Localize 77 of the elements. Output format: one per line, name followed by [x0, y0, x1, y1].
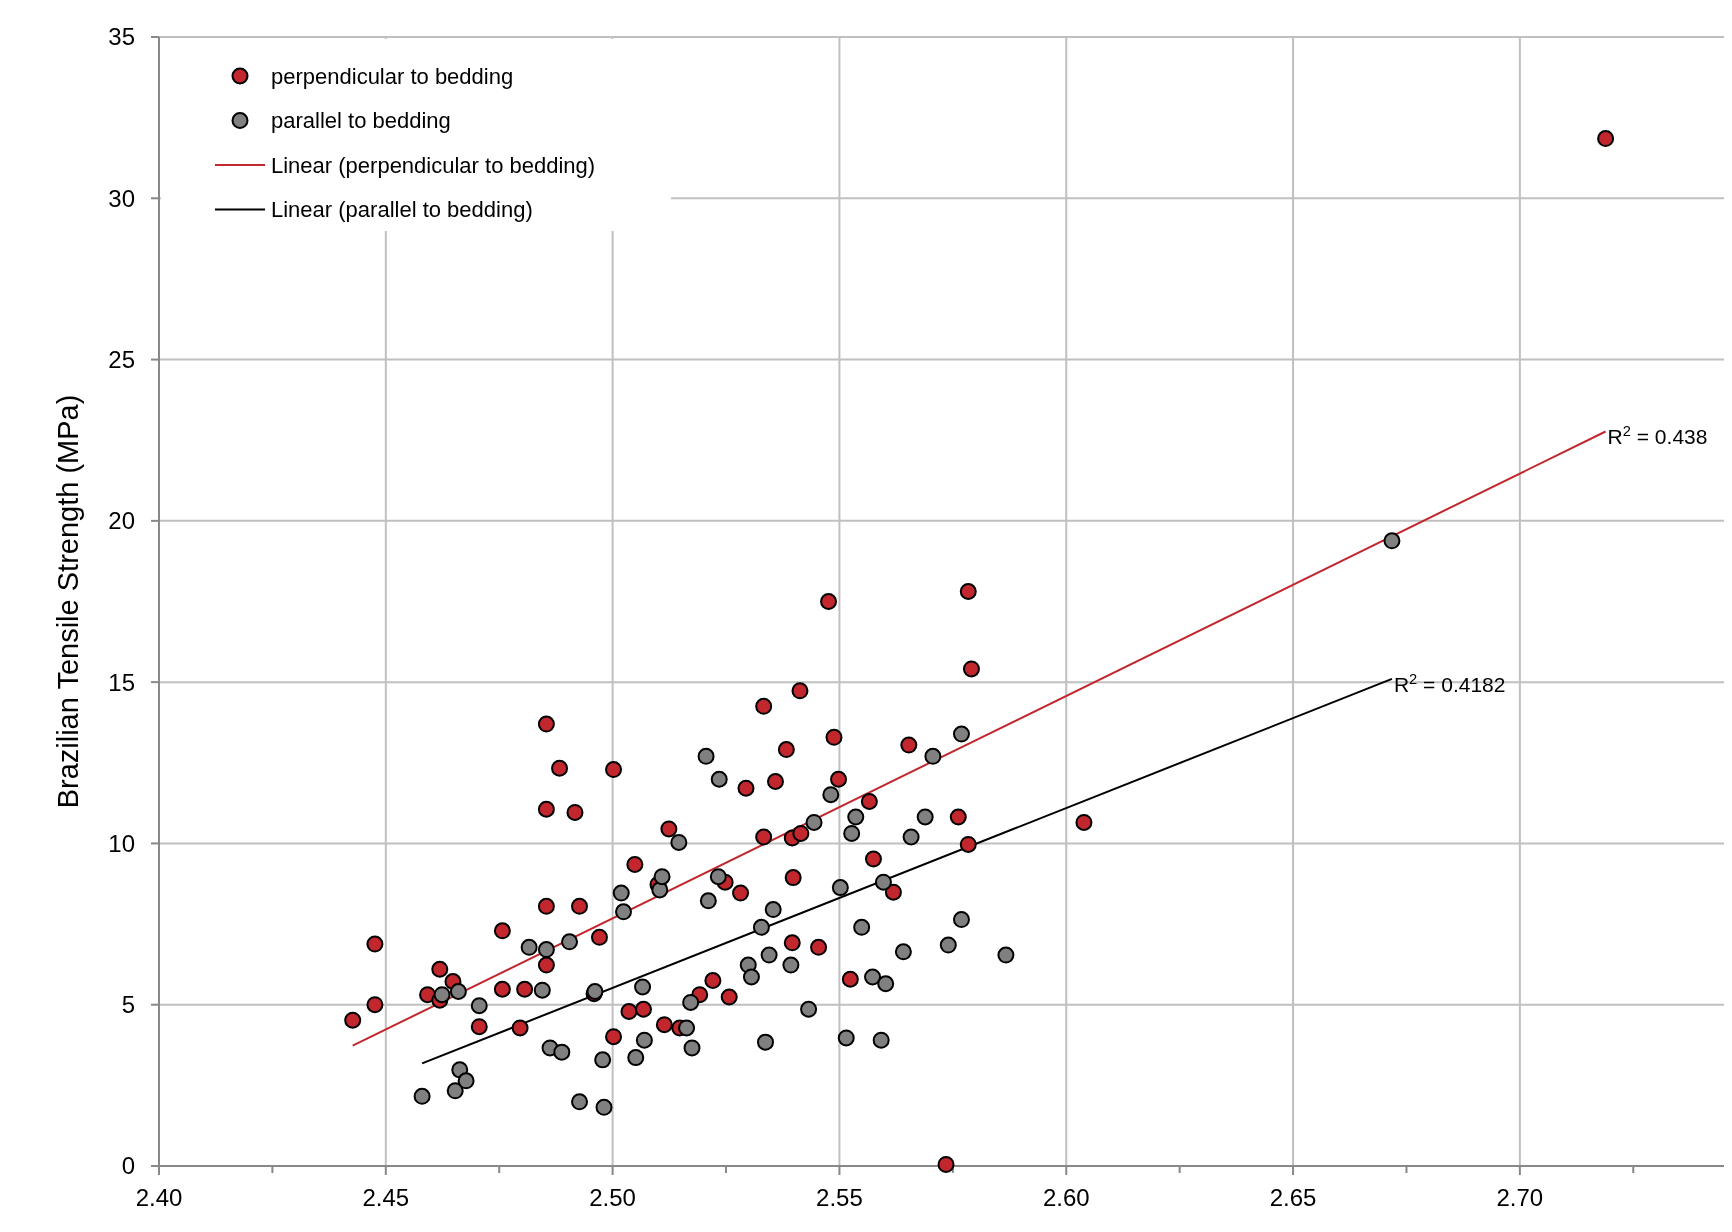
- legend-label: Linear (perpendicular to bedding): [271, 152, 596, 178]
- point: [952, 725, 970, 743]
- point: [805, 813, 823, 831]
- point: [457, 1072, 475, 1090]
- point: [553, 1043, 571, 1061]
- point: [756, 1033, 774, 1051]
- point: [433, 986, 451, 1004]
- point: [561, 933, 579, 951]
- y-tick-label: 0: [121, 1152, 135, 1180]
- point: [894, 943, 912, 961]
- point: [800, 1000, 818, 1018]
- point: [595, 1098, 613, 1116]
- point: [635, 1031, 653, 1049]
- x-tick-label: 2.65: [1269, 1184, 1317, 1211]
- y-tick-label: 20: [108, 507, 135, 535]
- point: [533, 981, 551, 999]
- x-tick-label: 2.60: [1042, 1184, 1090, 1211]
- point: [872, 1031, 890, 1049]
- point: [924, 747, 942, 765]
- point: [902, 828, 920, 846]
- point: [571, 1093, 589, 1111]
- point: [864, 968, 882, 986]
- annotation: R$^{2}$ = 0.4182: [1393, 670, 1506, 696]
- point: [877, 975, 895, 993]
- point: [997, 946, 1015, 964]
- point: [742, 968, 760, 986]
- y-axis-title: Brazilian Tensile Strength (MPa): [52, 394, 84, 809]
- point: [782, 956, 800, 974]
- point: [822, 786, 840, 804]
- point: [449, 982, 467, 1000]
- point: [634, 978, 652, 996]
- point: [537, 941, 555, 959]
- point: [670, 833, 688, 851]
- x-tick-label: 2.40: [135, 1184, 183, 1211]
- point: [916, 808, 934, 826]
- point: [612, 884, 630, 902]
- y-tick-label: 30: [108, 184, 135, 212]
- point: [446, 1082, 464, 1100]
- point: [952, 911, 970, 929]
- point: [709, 868, 727, 886]
- point: [847, 808, 865, 826]
- point: [699, 892, 717, 910]
- y-tick-label: 5: [121, 991, 135, 1019]
- point: [874, 873, 892, 891]
- point: [594, 1051, 612, 1069]
- point: [710, 770, 728, 788]
- point: [615, 903, 633, 921]
- point: [853, 918, 871, 936]
- annotation: R$^{2}$ = 0.438: [1607, 423, 1708, 449]
- point: [831, 879, 849, 897]
- x-tick-label: 2.45: [362, 1184, 410, 1211]
- point: [653, 868, 671, 886]
- legend-label: parallel to bedding: [271, 108, 451, 134]
- x-tick-label: 2.55: [816, 1184, 863, 1211]
- point: [939, 936, 957, 954]
- point: [683, 1039, 701, 1057]
- point: [764, 901, 782, 919]
- point: [627, 1049, 645, 1067]
- legend-label: perpendicular to bedding: [271, 63, 514, 89]
- point: [760, 946, 778, 964]
- point: [682, 993, 700, 1011]
- y-tick-label: 15: [108, 668, 135, 696]
- point: [413, 1087, 431, 1105]
- point: [470, 997, 488, 1015]
- point: [752, 918, 770, 936]
- point: [697, 747, 715, 765]
- point: [837, 1029, 855, 1047]
- y-tick-label: 10: [108, 829, 135, 857]
- y-tick-label: 25: [108, 345, 135, 373]
- point: [678, 1019, 696, 1037]
- point: [843, 824, 861, 842]
- y-tick-label: 35: [108, 23, 135, 51]
- x-tick-label: 2.50: [589, 1184, 636, 1211]
- point: [520, 938, 538, 956]
- x-tick-label: 2.70: [1496, 1184, 1544, 1211]
- legend-label: Linear (parallel to bedding): [271, 197, 533, 223]
- point: [1383, 532, 1401, 550]
